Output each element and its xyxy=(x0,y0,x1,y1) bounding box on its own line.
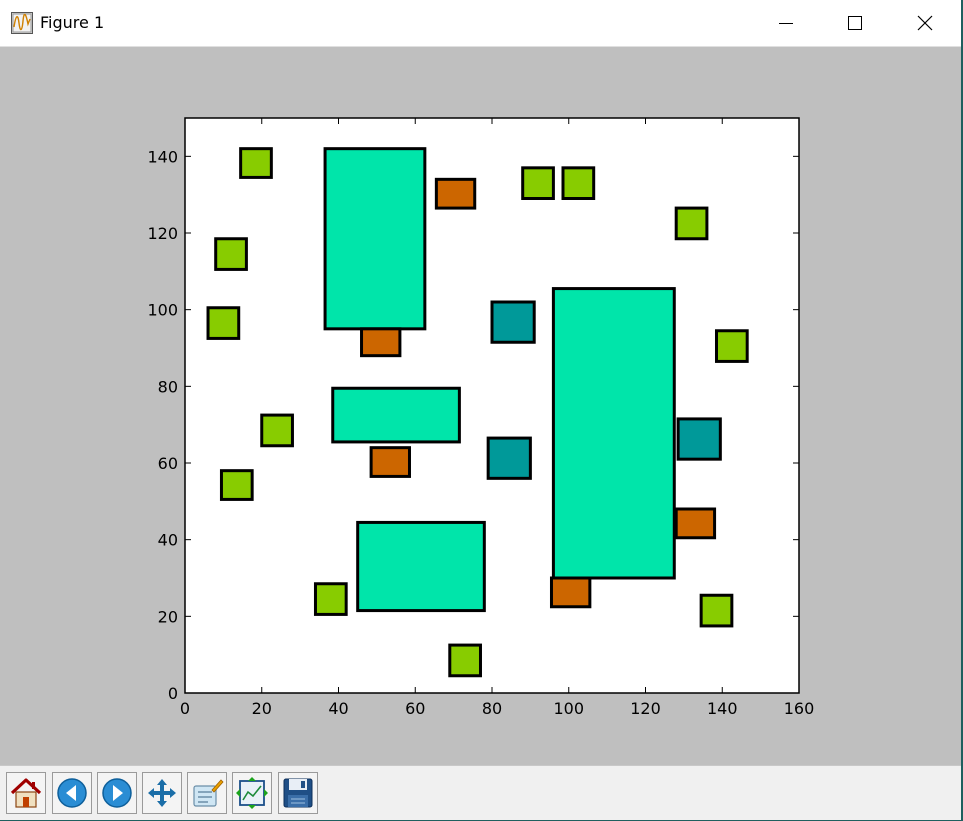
y-axis-ticks: 0 20 40 60 80 100 120 140 xyxy=(147,147,799,703)
figure-app-icon xyxy=(11,12,33,34)
maximize-icon xyxy=(848,16,862,30)
rect-small-green-14 xyxy=(714,329,749,363)
rect-small-orange-16 xyxy=(434,177,477,210)
x-tick-label-40: 40 xyxy=(328,699,348,718)
y-tick-label-0: 0 xyxy=(168,684,178,703)
forward-button[interactable] xyxy=(97,772,137,814)
rect-small-orange-19 xyxy=(549,576,592,609)
maximize-button[interactable] xyxy=(820,0,890,46)
rect-small-green-5 xyxy=(214,237,248,271)
rect-small-teal-23 xyxy=(676,417,722,461)
back-button[interactable] xyxy=(52,772,92,814)
rect-small-green-6 xyxy=(206,306,241,340)
rectangle-marks xyxy=(206,147,749,678)
x-tick-label-80: 80 xyxy=(482,699,502,718)
window-title: Figure 1 xyxy=(40,13,105,32)
rect-small-green-8 xyxy=(219,469,254,501)
rect-small-orange-18 xyxy=(369,446,411,478)
subplot-config-button[interactable] xyxy=(232,772,272,814)
save-disk-icon xyxy=(283,778,313,808)
y-tick-label-20: 20 xyxy=(158,607,178,626)
close-icon xyxy=(917,15,933,31)
rect-small-green-12 xyxy=(561,166,596,201)
y-tick-label-40: 40 xyxy=(158,531,178,550)
navigation-toolbar xyxy=(0,765,961,820)
rect-large-3 xyxy=(551,287,676,580)
home-icon xyxy=(10,778,42,808)
rect-small-teal-21 xyxy=(490,300,536,344)
rect-large-2 xyxy=(356,520,486,613)
rectangles-chart: 0 20 40 60 80 100 120 140 160 0 20 40 60 80 100 120 140 xyxy=(147,117,814,718)
back-arrow-icon xyxy=(57,778,87,808)
minimize-icon xyxy=(779,23,793,24)
forward-arrow-icon xyxy=(102,778,132,808)
pan-button[interactable] xyxy=(142,772,182,814)
rect-small-green-10 xyxy=(448,643,482,678)
close-button[interactable] xyxy=(890,0,960,46)
rect-small-green-13 xyxy=(674,206,709,241)
y-tick-label-120: 120 xyxy=(147,224,178,243)
x-tick-label-140: 140 xyxy=(707,699,738,718)
rect-small-green-4 xyxy=(239,147,273,179)
minimize-button[interactable] xyxy=(751,0,821,46)
x-tick-label-60: 60 xyxy=(405,699,425,718)
rect-large-1 xyxy=(331,386,461,444)
subplot-config-icon xyxy=(236,777,268,809)
save-button[interactable] xyxy=(278,772,318,814)
rect-large-0 xyxy=(323,147,427,331)
y-tick-label-80: 80 xyxy=(158,377,178,396)
zoom-rect-icon xyxy=(193,779,224,807)
x-tick-label-160: 160 xyxy=(784,699,815,718)
x-tick-label-100: 100 xyxy=(553,699,584,718)
rect-small-orange-17 xyxy=(360,327,402,358)
x-tick-label-120: 120 xyxy=(630,699,661,718)
rect-small-teal-22 xyxy=(486,436,532,480)
home-button[interactable] xyxy=(6,772,46,814)
x-axis-ticks: 0 20 40 60 80 100 120 140 160 xyxy=(180,118,814,718)
figure-canvas[interactable]: 0 20 40 60 80 100 120 140 160 0 20 40 60 80 100 120 140 xyxy=(0,47,961,765)
pan-move-icon xyxy=(148,779,176,807)
rect-small-orange-20 xyxy=(674,507,717,540)
zoom-button[interactable] xyxy=(187,772,227,814)
y-tick-label-100: 100 xyxy=(147,301,178,320)
rect-small-green-7 xyxy=(260,413,294,448)
rect-small-green-11 xyxy=(521,166,555,201)
y-tick-label-140: 140 xyxy=(147,147,178,166)
rect-small-green-15 xyxy=(699,593,734,628)
y-tick-label-60: 60 xyxy=(158,454,178,473)
x-tick-label-20: 20 xyxy=(252,699,272,718)
rect-small-green-9 xyxy=(313,582,348,616)
x-tick-label-0: 0 xyxy=(180,699,190,718)
title-bar[interactable]: Figure 1 xyxy=(0,0,961,47)
